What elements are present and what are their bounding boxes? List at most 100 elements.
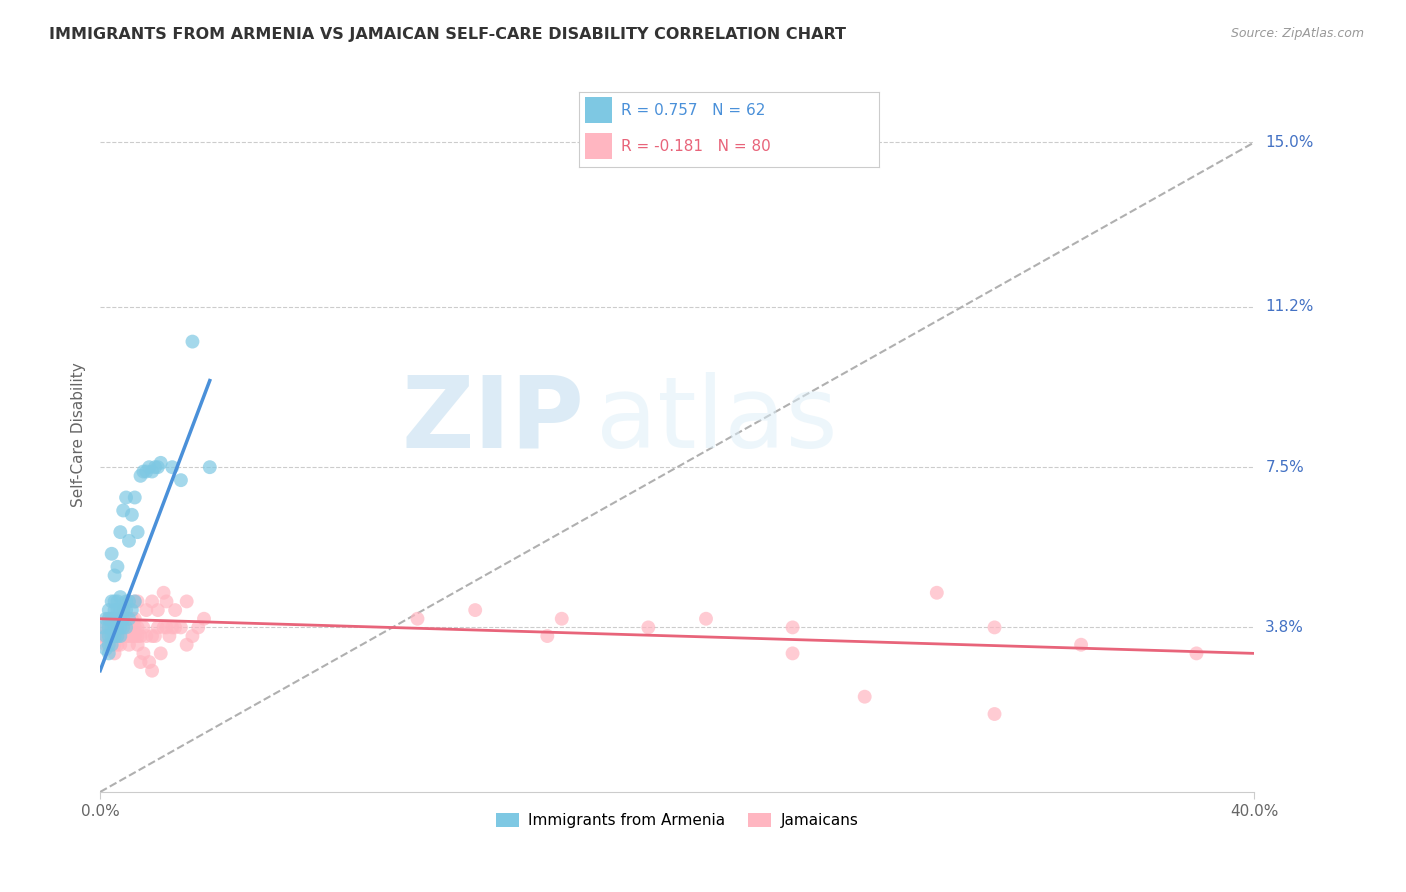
Legend: Immigrants from Armenia, Jamaicans: Immigrants from Armenia, Jamaicans xyxy=(491,807,865,834)
Point xyxy=(132,465,155,479)
Text: ZIP: ZIP xyxy=(402,372,585,469)
Text: 11.2%: 11.2% xyxy=(1265,300,1313,315)
Point xyxy=(94,629,117,643)
Point xyxy=(127,525,149,540)
Point xyxy=(97,612,120,626)
Point xyxy=(97,620,120,634)
Point xyxy=(97,629,120,643)
Point xyxy=(141,664,163,678)
Point xyxy=(155,594,177,608)
Point xyxy=(100,629,122,643)
Point xyxy=(112,503,135,517)
Text: 15.0%: 15.0% xyxy=(1265,135,1313,150)
Point xyxy=(129,468,152,483)
Point xyxy=(118,594,141,608)
Point xyxy=(107,638,129,652)
Point xyxy=(146,603,169,617)
Point xyxy=(100,638,122,652)
Point xyxy=(1070,638,1092,652)
Point xyxy=(118,612,141,626)
Point xyxy=(170,473,193,487)
Point xyxy=(97,603,120,617)
Point xyxy=(198,460,221,475)
Point xyxy=(129,655,152,669)
Point xyxy=(115,620,138,634)
Point xyxy=(107,620,129,634)
Point xyxy=(103,612,125,626)
Point xyxy=(138,460,160,475)
Text: IMMIGRANTS FROM ARMENIA VS JAMAICAN SELF-CARE DISABILITY CORRELATION CHART: IMMIGRANTS FROM ARMENIA VS JAMAICAN SELF… xyxy=(49,27,846,42)
Point xyxy=(152,620,174,634)
Point xyxy=(124,629,146,643)
Point xyxy=(149,646,172,660)
Point xyxy=(110,620,132,634)
Point xyxy=(143,460,166,475)
Point xyxy=(94,638,117,652)
Point xyxy=(103,646,125,660)
Point xyxy=(110,612,132,626)
Point xyxy=(107,620,129,634)
Point xyxy=(124,491,146,505)
Point xyxy=(121,629,143,643)
Point xyxy=(121,508,143,522)
Point xyxy=(141,594,163,608)
Point xyxy=(551,612,574,626)
Point xyxy=(100,638,122,652)
Point xyxy=(162,620,184,634)
Point xyxy=(110,525,132,540)
Point xyxy=(103,638,125,652)
Point xyxy=(149,456,172,470)
Point xyxy=(103,620,125,634)
Point xyxy=(165,620,187,634)
Point xyxy=(97,629,120,643)
Point xyxy=(124,594,146,608)
Point xyxy=(176,638,198,652)
Point xyxy=(94,620,117,634)
Point xyxy=(925,586,948,600)
Point xyxy=(695,612,717,626)
Point xyxy=(94,612,117,626)
Point xyxy=(536,629,558,643)
Point xyxy=(464,603,486,617)
Point xyxy=(100,620,122,634)
Point xyxy=(97,638,120,652)
Point xyxy=(100,594,122,608)
Point xyxy=(110,638,132,652)
Point xyxy=(129,629,152,643)
Point xyxy=(103,629,125,643)
Point xyxy=(118,629,141,643)
Point xyxy=(94,629,117,643)
Point xyxy=(107,559,129,574)
Point xyxy=(112,629,135,643)
Point xyxy=(138,655,160,669)
Point xyxy=(127,629,149,643)
Point xyxy=(170,620,193,634)
Point xyxy=(91,629,114,643)
Point xyxy=(107,594,129,608)
Point xyxy=(112,620,135,634)
Point xyxy=(97,646,120,660)
Point xyxy=(127,638,149,652)
Point xyxy=(110,612,132,626)
Point xyxy=(135,603,157,617)
Point xyxy=(141,629,163,643)
Point xyxy=(181,629,204,643)
Point xyxy=(115,612,138,626)
Point xyxy=(162,460,184,475)
Point xyxy=(146,620,169,634)
Point xyxy=(110,629,132,643)
Point xyxy=(135,465,157,479)
Point xyxy=(100,629,122,643)
Point xyxy=(853,690,876,704)
Point xyxy=(782,620,804,634)
Text: atlas: atlas xyxy=(596,372,838,469)
Point xyxy=(115,603,138,617)
Point xyxy=(97,620,120,634)
Point xyxy=(112,603,135,617)
Point xyxy=(103,603,125,617)
Point xyxy=(193,612,215,626)
Point xyxy=(107,629,129,643)
Point xyxy=(124,620,146,634)
Point xyxy=(782,646,804,660)
Point xyxy=(110,590,132,604)
